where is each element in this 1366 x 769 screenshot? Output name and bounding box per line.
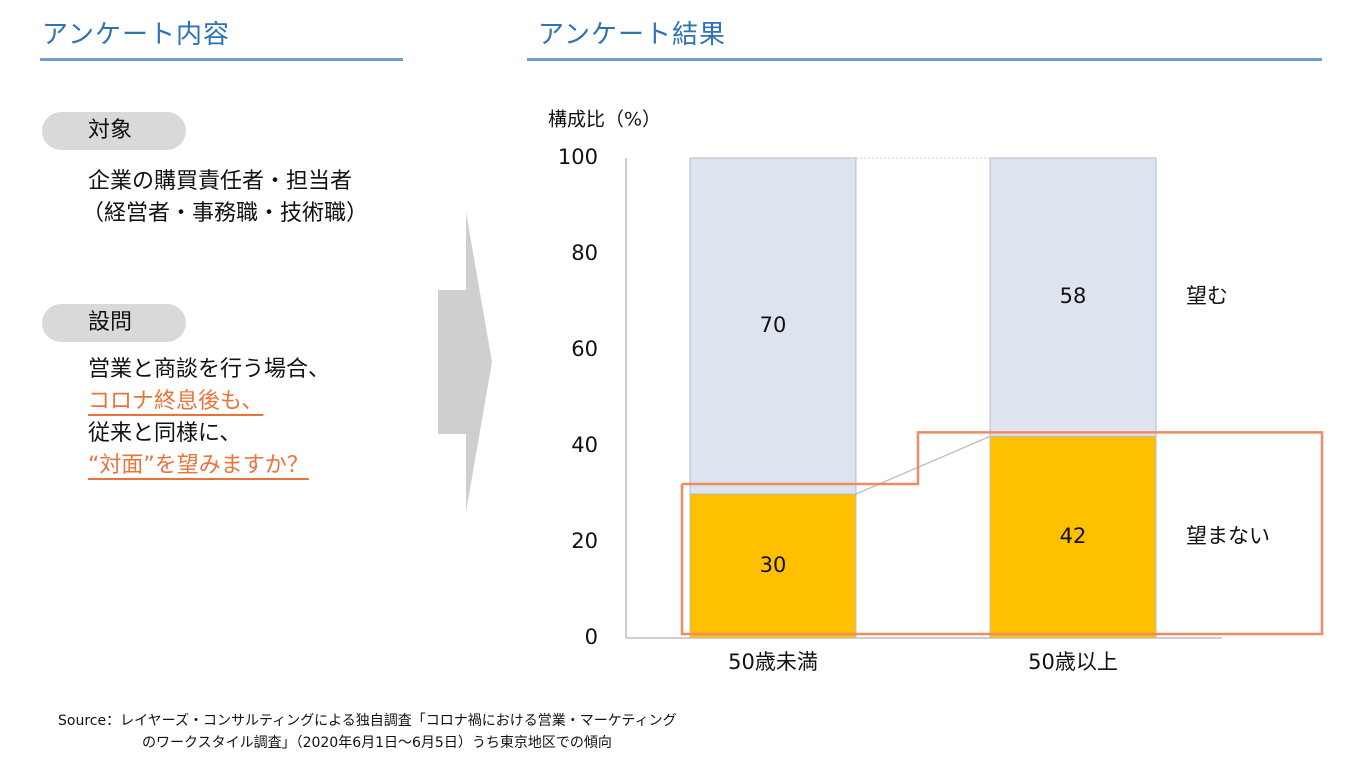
question-pill: 設問 — [42, 304, 186, 342]
source-line-2: のワークスタイル調査」（2020年6月1日～6月5日）うち東京地区での傾向 — [142, 735, 612, 751]
data-label-lower-1: 42 — [1060, 524, 1087, 548]
subject-pill: 対象 — [42, 112, 186, 150]
bar-upper-1 — [989, 157, 1157, 437]
question-line-4: “対面”を望みますか？ — [88, 453, 309, 478]
series-label-lower: 望まない — [1186, 524, 1270, 548]
connector-lower — [855, 435, 991, 495]
highlight-outline — [680, 431, 1324, 636]
data-label-upper-0: 70 — [760, 313, 787, 337]
subject-line-2: （経営者・事務職・技術職） — [82, 201, 369, 226]
y-tick-label-100: 100 — [558, 145, 598, 169]
right-arrow-icon — [438, 212, 492, 512]
series-label-upper: 望む — [1186, 284, 1228, 308]
question-line-2: コロナ終息後も、 — [88, 389, 264, 414]
x-tick-label-0: 50歳未満 — [728, 650, 818, 674]
bar-lower-0 — [689, 493, 857, 639]
question-text: 営業と商談を行う場合、 コロナ終息後も、 従来と同様に、 “対面”を望みますか？ — [88, 354, 330, 482]
x-tick-label-1: 50歳以上 — [1028, 650, 1118, 674]
question-line-3: 従来と同様に、 — [88, 421, 242, 446]
y-tick-label-40: 40 — [571, 433, 598, 457]
y-tick-label-0: 0 — [585, 625, 598, 649]
subject-text: 企業の購買責任者・担当者 （経営者・事務職・技術職） — [82, 166, 368, 230]
y-tick-label-80: 80 — [571, 241, 598, 265]
y-axis-label: 構成比（%） — [548, 109, 661, 131]
source-line-1: Source：レイヤーズ・コンサルティングによる独自調査「コロナ禍における営業・… — [58, 713, 677, 729]
y-tick-label-60: 60 — [571, 337, 598, 361]
source-note: Source：レイヤーズ・コンサルティングによる独自調査「コロナ禍における営業・… — [58, 710, 677, 754]
stacked-bar-chart: 構成比（%） 0 20 40 60 80 100 70 30 50歳未満 58 42 50歳以上 望む望ま… — [548, 109, 1324, 674]
survey-content-rule — [40, 58, 403, 61]
bar-lower-1 — [989, 435, 1157, 639]
survey-result-rule — [527, 58, 1322, 61]
data-label-upper-1: 58 — [1060, 284, 1087, 308]
subject-line-1: 企業の購買責任者・担当者 — [88, 169, 353, 194]
survey-result-title: アンケート結果 — [538, 20, 726, 50]
question-line-1: 営業と商談を行う場合、 — [88, 357, 331, 382]
question-label: 設問 — [88, 310, 133, 335]
survey-content-title: アンケート内容 — [42, 20, 230, 50]
bar-upper-0 — [689, 157, 857, 495]
y-tick-label-20: 20 — [571, 529, 598, 553]
subject-label: 対象 — [88, 118, 133, 143]
data-label-lower-0: 30 — [760, 553, 787, 577]
